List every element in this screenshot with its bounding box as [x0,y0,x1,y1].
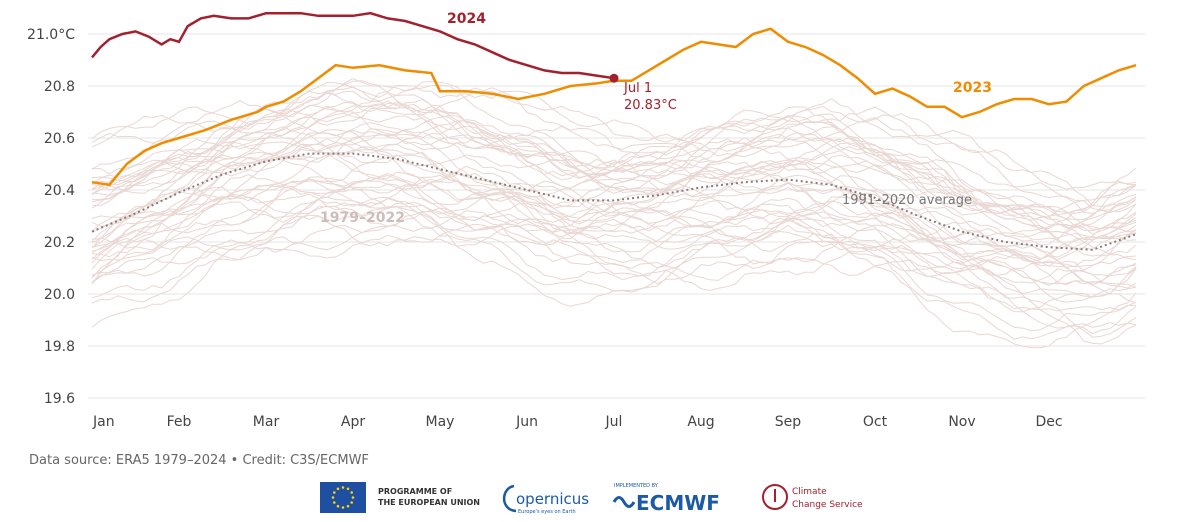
series-2023-line [91,27,1137,187]
annotation-value: 20.83°C [624,98,677,113]
background-year-line [91,112,1137,267]
background-year-line [91,165,1137,285]
eu-star-icon [346,487,350,491]
background-year-line [91,131,1137,233]
c3s-text-line2: Change Service [792,500,863,510]
y-axis-ticks: 21.0°C 20.8 20.6 20.4 20.2 20.0 19.8 19.6 [27,27,75,407]
background-year-line [91,181,1136,312]
eu-star-icon [333,501,336,504]
y-tick-label: 19.6 [44,391,75,407]
x-tick-label: Dec [1035,414,1062,430]
ecmwf-small-text: IMPLEMENTED BY [614,483,659,489]
background-year-line [91,174,1137,313]
series-lines [91,11,1137,251]
x-tick-label: Sep [775,414,802,430]
eu-star-icon [350,491,353,494]
ecmwf-text: ECMWF [636,491,720,515]
ecmwf-wave-icon [612,496,636,508]
label-1979-2022: 1979–2022 [320,210,405,226]
y-tick-label: 20.6 [44,131,75,147]
background-year-line [91,78,1137,215]
background-year-line [91,211,1137,329]
eu-star-icon [341,486,345,489]
annotation-date: Jul 1 [623,81,652,96]
background-year-line [91,129,1137,260]
eu-logo: PROGRAMME OF THE EUROPEAN UNION [320,482,480,513]
x-axis-ticks: Jan Feb Mar Apr May Jun Jul Aug Sep Oct Nov Dec [92,414,1063,430]
eu-star-icon [350,501,353,504]
background-year-line [91,120,1137,257]
y-tick-label: 21.0°C [27,27,75,43]
y-tick-label: 20.0 [44,287,75,303]
background-year-line [91,105,1137,229]
x-tick-label: Mar [253,414,280,430]
eu-text-line2: THE EUROPEAN UNION [378,498,480,507]
x-tick-label: May [426,414,455,430]
background-year-line [91,186,1137,289]
background-year-line [91,133,1137,232]
eu-text-line1: PROGRAMME OF [378,487,452,496]
series-labels: 2024 2023 1979–2022 1991–2020 average Jul 1 2… [320,11,992,226]
label-2023: 2023 [953,80,992,96]
eu-star-icon [333,491,336,494]
x-tick-label: Apr [341,414,365,430]
c3s-logo: Climate Change Service [762,484,863,510]
background-year-line [91,115,1137,251]
eu-stars-icon [331,486,355,509]
background-year-line [91,105,1137,245]
y-tick-label: 19.8 [44,339,75,355]
series-2024-line [91,11,615,80]
background-year-line [91,100,1137,235]
background-year-line [91,152,1137,287]
y-tick-label: 20.4 [44,183,75,199]
background-year-line [91,201,1137,304]
background-years-lines [91,78,1137,349]
average-line [91,152,1137,251]
background-year-line [91,171,1137,283]
copernicus-text: opernicus [516,490,589,508]
temperature-chart: 21.0°C 20.8 20.6 20.4 20.2 20.0 19.8 19.6 Jan Fe… [27,11,1145,430]
c3s-circle-icon [762,484,788,510]
eu-star-icon [346,504,350,508]
background-year-line [91,210,1137,338]
background-year-line [91,80,1137,221]
x-tick-label: Jan [92,414,115,430]
background-year-line [91,143,1137,270]
background-year-line [91,90,1137,207]
ecmwf-logo: IMPLEMENTED BY ECMWF [612,483,720,515]
background-year-line [91,84,1137,214]
eu-star-icon [341,506,345,509]
x-tick-label: Aug [687,414,714,430]
label-average: 1991–2020 average [842,193,972,208]
data-source-text: Data source: ERA5 1979–2024 • Credit: C3… [29,453,369,468]
y-tick-label: 20.2 [44,235,75,251]
background-year-line [91,146,1137,276]
x-tick-label: Oct [863,414,888,430]
background-year-line [91,196,1137,349]
background-year-line [91,80,1137,190]
c3s-text-line1: Climate [792,487,827,497]
x-tick-label: Feb [167,414,192,430]
eu-star-icon [336,487,340,491]
background-year-line [91,81,1137,230]
copernicus-tagline: Europe's eyes on Earth [518,509,576,515]
background-year-line [91,154,1137,298]
jul1-marker [609,73,619,83]
eu-star-icon [331,496,335,499]
label-2024: 2024 [447,11,486,27]
x-tick-label: Nov [948,414,975,430]
background-year-line [91,174,1137,303]
x-tick-label: Jun [515,414,538,430]
eu-star-icon [351,496,355,499]
copernicus-swoosh-icon [502,484,517,513]
x-tick-label: Jul [605,414,623,430]
eu-star-icon [336,504,340,508]
y-tick-label: 20.8 [44,79,75,95]
copernicus-logo: opernicus Europe's eyes on Earth [502,484,589,515]
partner-logos: PROGRAMME OF THE EUROPEAN UNION opernicu… [320,482,863,515]
background-year-line [91,86,1137,217]
background-year-line [91,174,1137,279]
